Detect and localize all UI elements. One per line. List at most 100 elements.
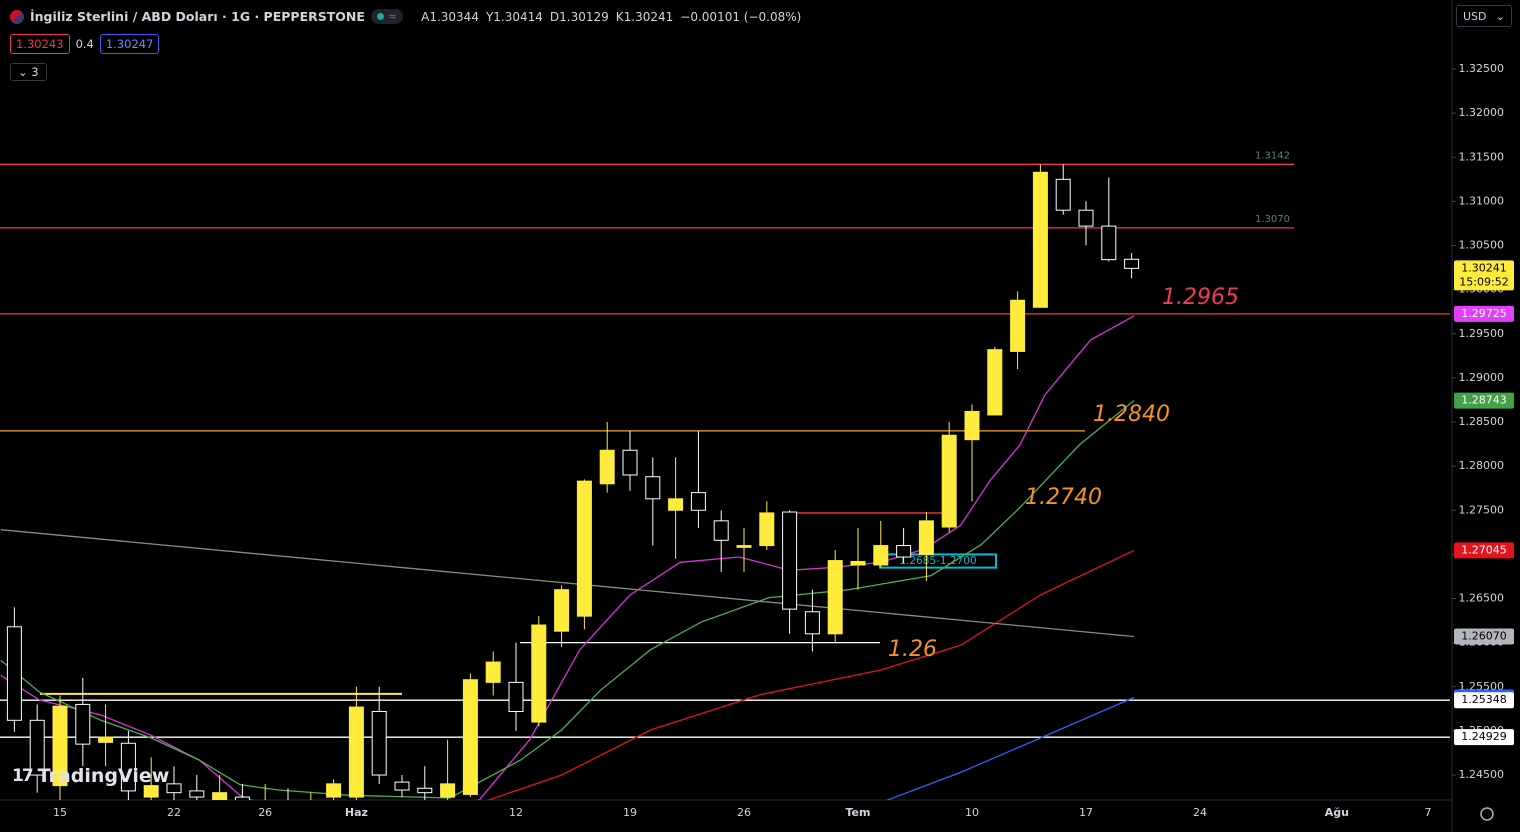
candle-body — [371, 710, 387, 776]
sell-button[interactable]: 1.30243 — [10, 34, 70, 54]
candle-body — [462, 679, 478, 795]
candle-body — [690, 492, 706, 511]
candle-body — [440, 783, 456, 798]
annotation: 1.2740 — [1025, 485, 1102, 510]
candle-body — [508, 681, 524, 712]
currency-select[interactable]: USD ⌄ — [1456, 5, 1512, 27]
price-badge-label: 1.27045 — [1461, 543, 1507, 556]
price-badge-label: 1.24929 — [1461, 730, 1507, 743]
watermark-text: TradingView — [37, 765, 170, 787]
annotation: 1.26 — [888, 637, 937, 662]
legend-header: İngiliz Sterlini / ABD Doları · 1G · PEP… — [10, 9, 801, 24]
price-badge — [1454, 692, 1514, 709]
candle-body — [622, 449, 638, 476]
price-badge — [1454, 542, 1514, 559]
candle-body — [348, 706, 364, 798]
y-tick-label: 1.28500 — [1459, 415, 1505, 428]
status-pill[interactable]: ≈ — [370, 9, 404, 24]
candle-body — [1010, 299, 1026, 352]
x-tick-label: 17 — [1079, 806, 1093, 819]
candle-body — [576, 480, 592, 617]
candle-body — [281, 802, 295, 811]
candle-body — [645, 476, 661, 500]
candle-body — [987, 349, 1003, 416]
price-badge-label: 1.29725 — [1461, 307, 1507, 320]
candle-body — [75, 703, 91, 745]
candle-body — [873, 545, 889, 566]
y-tick-label: 1.28000 — [1459, 459, 1505, 472]
candle-body — [804, 611, 820, 635]
candle-body — [1032, 171, 1048, 308]
price-badge — [1454, 729, 1514, 746]
annotation: 1.2840 — [1093, 402, 1170, 427]
candle-body — [485, 661, 501, 683]
ohlc-values: A1.30344 Y1.30414 D1.30129 K1.30241 −0.00101… — [421, 10, 801, 24]
candle-body — [918, 520, 934, 555]
candle-body — [554, 589, 570, 632]
candle-body — [29, 719, 45, 776]
price-badge-countdown: 15:09:52 — [1459, 275, 1508, 288]
buy-button[interactable]: 1.30247 — [99, 34, 160, 54]
x-tick-label: 7 — [1425, 806, 1432, 819]
x-tick-label: 26 — [258, 806, 272, 819]
x-tick-label: Haz — [345, 806, 368, 819]
indicators-toggle[interactable]: ⌄ 3 — [10, 63, 47, 81]
indicator-line — [0, 529, 1134, 638]
y-tick-label: 1.25500 — [1459, 680, 1505, 693]
ohlc-key: K — [615, 9, 624, 24]
candle-body — [1101, 225, 1117, 261]
zone-label: 1.2685-1.2700 — [899, 555, 976, 567]
indicator-line — [0, 315, 1135, 800]
x-tick-label: 22 — [167, 806, 181, 819]
candle-body — [941, 434, 957, 528]
candle-body — [98, 736, 114, 743]
ohlc-key: Y — [485, 9, 494, 24]
level-label: 1.3070 — [1255, 214, 1290, 225]
spread: 0.4 — [75, 37, 94, 51]
x-tick-label: 10 — [965, 806, 979, 819]
indicator-line — [885, 696, 1135, 800]
candle-body — [713, 520, 729, 541]
change: −0.00101 (−0.08%) — [680, 9, 802, 24]
candle-body — [964, 410, 980, 441]
candle-body — [234, 796, 250, 800]
price-badge — [1454, 628, 1514, 645]
ohlc-value: 1.30414 — [493, 9, 543, 24]
x-tick-label: 15 — [53, 806, 67, 819]
candle-body — [759, 512, 775, 547]
ohlc-key: A — [421, 9, 430, 24]
settings-icon[interactable] — [1480, 807, 1494, 821]
x-tick-label: Ağu — [1325, 806, 1349, 819]
watermark: 17 TradingView — [12, 765, 170, 787]
price-badge-label: 1.28743 — [1461, 394, 1507, 407]
candle-body — [6, 626, 22, 721]
candle-body — [668, 498, 684, 511]
ohlc-item: K1.30241 — [616, 10, 674, 24]
x-tick-label: 19 — [623, 806, 637, 819]
price-badge-label: 1.25348 — [1461, 693, 1507, 706]
ohlc-value: 1.30129 — [559, 9, 609, 24]
candle-body — [736, 545, 752, 548]
symbol-title[interactable]: İngiliz Sterlini / ABD Doları · 1G · PEP… — [30, 9, 365, 24]
candle-body — [120, 742, 136, 792]
ohlc-item: D1.30129 — [550, 10, 609, 24]
candle-body — [782, 511, 798, 610]
ohlc-value: 1.30344 — [429, 9, 479, 24]
candle-body — [850, 560, 866, 566]
price-badge — [1454, 305, 1514, 322]
ohlc-key: D — [549, 9, 560, 24]
ohlc-value: 1.30241 — [623, 9, 674, 24]
candle-body — [417, 787, 433, 794]
y-tick-label: 1.29500 — [1459, 327, 1505, 340]
candle-body — [531, 624, 547, 723]
candle-body — [52, 705, 68, 787]
price-badge — [1454, 392, 1514, 409]
x-tick-label: 26 — [737, 806, 751, 819]
indicator-count: 3 — [31, 65, 39, 79]
price-badge-label: 1.30241 — [1461, 261, 1507, 274]
annotation: 1.2965 — [1162, 285, 1239, 310]
price-badge — [1454, 260, 1514, 291]
ohlc-item: Y1.30414 — [486, 10, 543, 24]
candle-body — [394, 781, 410, 791]
